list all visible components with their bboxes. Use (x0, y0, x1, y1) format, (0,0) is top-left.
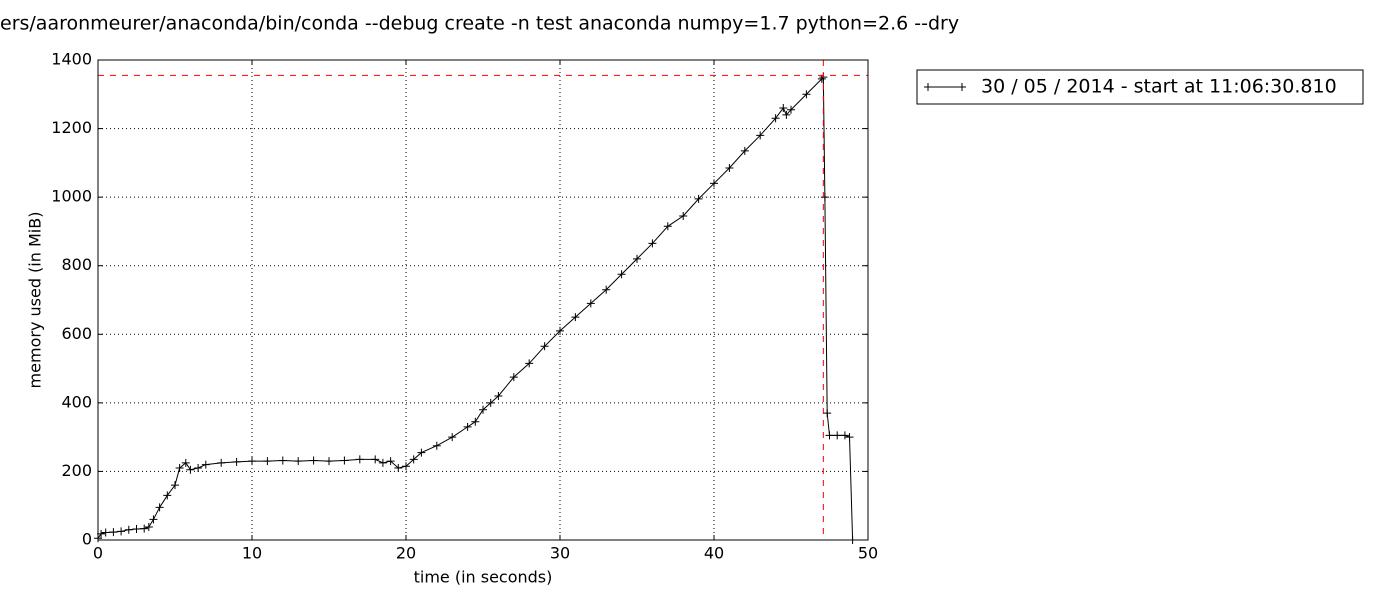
data-point (740, 146, 749, 155)
y-tick-label: 1200 (51, 118, 92, 137)
plot-frame (97, 59, 869, 541)
data-point (648, 239, 657, 248)
data-point (371, 455, 380, 464)
y-tick-label: 0 (82, 530, 92, 549)
data-point (394, 464, 403, 472)
data-point (602, 285, 611, 294)
legend-marker (924, 83, 932, 91)
y-tick-label: 1400 (51, 50, 92, 69)
x-tick-label: 20 (396, 544, 416, 563)
data-point (840, 431, 849, 440)
data-point (571, 313, 580, 322)
x-tick-label: 30 (550, 544, 570, 563)
data-point (155, 503, 164, 512)
data-point (149, 515, 158, 524)
data-point (833, 431, 842, 440)
data-point (494, 392, 503, 400)
data-point (756, 131, 765, 140)
data-point (820, 193, 829, 202)
y-axis-label: memory used (in MiB) (26, 212, 45, 389)
legend-label: 30 / 05 / 2014 - start at 11:06:30.810 (981, 76, 1337, 98)
data-point (101, 528, 110, 537)
data-point (309, 456, 318, 465)
data-point (163, 491, 172, 500)
data-point (217, 458, 226, 467)
data-point (479, 405, 487, 414)
data-point (132, 525, 141, 534)
y-tick-label: 800 (61, 255, 92, 274)
data-point (779, 104, 788, 112)
data-point (232, 457, 241, 466)
y-tick-label: 1000 (51, 187, 92, 206)
legend-box (916, 69, 1364, 105)
data-point (355, 455, 364, 464)
data-point (175, 464, 184, 472)
data-point (171, 481, 179, 490)
data-point (144, 522, 153, 531)
data-point (845, 433, 854, 442)
data-point (340, 456, 349, 465)
x-tick-label: 50 (858, 544, 878, 563)
data-point (802, 90, 811, 99)
data-point (409, 455, 418, 464)
data-point (586, 299, 595, 308)
data-point (694, 194, 703, 203)
data-point (633, 254, 641, 263)
data-point (294, 457, 303, 466)
y-tick-label: 400 (61, 392, 92, 411)
data-point (771, 114, 780, 123)
chart-title: ers/aaronmeurer/anaconda/bin/conda --deb… (0, 13, 959, 35)
data-point (181, 458, 190, 467)
x-tick-label: 0 (93, 544, 103, 563)
x-tick-label: 10 (242, 544, 262, 563)
data-point (509, 373, 518, 382)
data-point (679, 212, 688, 220)
data-point (124, 525, 133, 534)
data-point (617, 270, 626, 279)
data-point (186, 465, 195, 474)
data-point (386, 457, 395, 466)
x-axis-label: time (in seconds) (414, 568, 553, 587)
data-point (787, 105, 795, 114)
data-point (402, 462, 410, 471)
data-point (823, 409, 832, 418)
data-point (378, 458, 387, 467)
data-point (525, 359, 534, 368)
data-point (194, 464, 203, 472)
data-point (140, 524, 149, 533)
data-point (448, 433, 457, 442)
data-point (710, 179, 718, 188)
data-point (109, 528, 118, 537)
y-tick-label: 600 (61, 324, 92, 343)
data-point (556, 326, 564, 335)
data-point (825, 431, 834, 440)
data-point (201, 460, 210, 469)
data-point (663, 222, 672, 231)
data-point (325, 457, 333, 466)
data-point (117, 527, 126, 536)
data-point (417, 448, 426, 457)
data-point (817, 74, 826, 83)
x-tick-label: 40 (704, 544, 724, 563)
data-point (471, 417, 480, 426)
data-point (540, 342, 549, 351)
data-point (248, 457, 256, 466)
data-point (432, 441, 441, 450)
data-point (278, 456, 287, 465)
data-point (782, 110, 791, 119)
data-point (263, 457, 272, 466)
data-point (486, 398, 495, 407)
data-point (725, 164, 734, 172)
data-point (463, 422, 472, 431)
legend-marker (958, 83, 966, 91)
y-tick-label: 200 (61, 461, 92, 480)
